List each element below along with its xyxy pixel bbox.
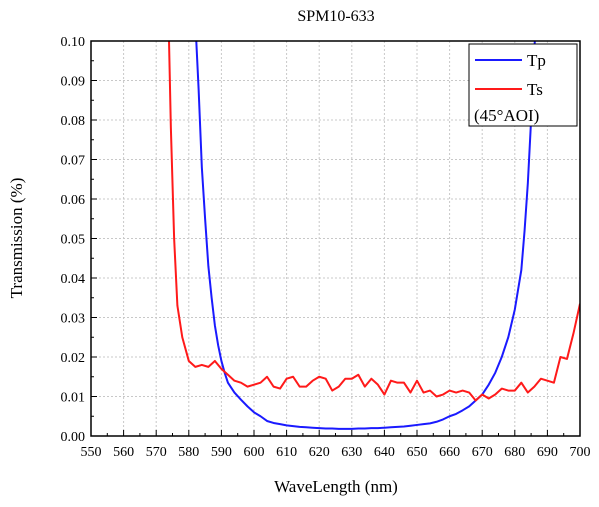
y-tick-label: 0.00 (61, 430, 86, 445)
legend-label-ts: Ts (527, 80, 543, 99)
series-layer (168, 41, 580, 430)
y-tick-label: 0.02 (61, 351, 86, 366)
x-tick-label: 620 (309, 445, 330, 460)
y-tick-label: 0.01 (61, 391, 86, 406)
x-tick-label: 550 (81, 445, 102, 460)
series-line-tp (195, 41, 536, 430)
legend: Tp Ts (45°AOI) (468, 43, 578, 127)
x-tick-label: 680 (504, 445, 525, 460)
x-tick-label: 640 (374, 445, 395, 460)
y-tick-label: 0.10 (61, 35, 86, 50)
legend-label-tp: Tp (527, 51, 546, 70)
x-tick-label: 600 (244, 445, 265, 460)
y-tick-label: 0.03 (61, 312, 86, 327)
y-axis-ticks: 0.00 0.01 0.02 0.03 0.04 0.05 0.06 0.07 0.08 0.09… (61, 35, 97, 445)
x-tick-label: 590 (211, 445, 232, 460)
legend-box (468, 43, 578, 127)
y-tick-label: 0.05 (61, 233, 86, 248)
legend-note: (45°AOI) (474, 106, 539, 125)
series-line-ts (168, 41, 580, 402)
x-tick-label: 660 (439, 445, 460, 460)
x-tick-label: 580 (178, 445, 199, 460)
x-axis-label: WaveLength (nm) (274, 477, 398, 496)
x-tick-label: 700 (570, 445, 591, 460)
y-axis-label: Transmission (%) (7, 178, 26, 299)
x-axis-ticks: 550 560 570 580 590 600 610 620 630 640 650 660 670 6… (81, 430, 591, 460)
x-tick-label: 560 (113, 445, 134, 460)
x-tick-label: 650 (407, 445, 428, 460)
y-tick-label: 0.08 (61, 114, 86, 129)
x-tick-label: 690 (537, 445, 558, 460)
y-tick-label: 0.04 (61, 272, 86, 287)
x-tick-label: 570 (146, 445, 167, 460)
x-tick-label: 610 (276, 445, 297, 460)
chart-title: SPM10-633 (297, 8, 374, 25)
y-tick-label: 0.07 (61, 154, 86, 169)
x-tick-label: 670 (472, 445, 493, 460)
x-tick-label: 630 (341, 445, 362, 460)
y-tick-label: 0.06 (61, 193, 86, 208)
y-tick-label: 0.09 (61, 75, 86, 90)
